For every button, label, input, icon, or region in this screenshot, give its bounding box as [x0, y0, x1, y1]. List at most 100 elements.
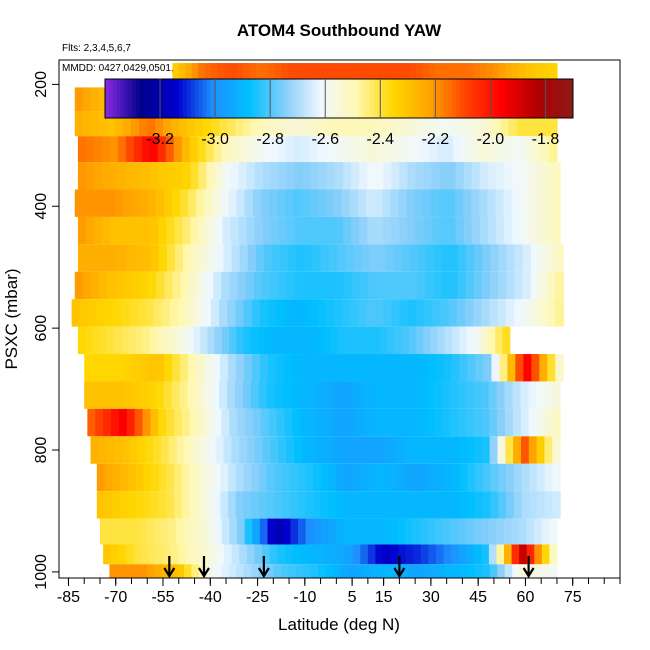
heatmap-cell: [142, 162, 151, 190]
heatmap-cell: [513, 436, 522, 464]
heatmap-cell: [244, 408, 254, 437]
heatmap-cell: [506, 491, 515, 519]
heatmap-cell: [104, 491, 113, 519]
heatmap-cell: [505, 436, 514, 464]
heatmap-cell: [440, 299, 450, 327]
heatmap-cell: [407, 299, 417, 327]
heatmap-cell: [143, 463, 152, 492]
heatmap-cell: [181, 136, 191, 163]
heatmap-cell: [108, 381, 117, 409]
colorbar-swatch: [405, 79, 410, 118]
heatmap-cell: [371, 408, 380, 437]
heatmap-cell: [219, 381, 228, 409]
colorbar-swatch: [362, 79, 367, 118]
heatmap-cell: [118, 216, 127, 245]
heatmap-cell: [270, 216, 280, 245]
heatmap-cell: [325, 189, 335, 217]
heatmap-cell: [158, 408, 167, 437]
heatmap-cell: [260, 299, 269, 327]
heatmap-cell: [282, 463, 291, 492]
heatmap-cell: [390, 544, 399, 565]
heatmap-cell: [142, 326, 151, 355]
colorbar-swatch: [280, 79, 285, 118]
heatmap-cell: [286, 326, 295, 355]
heatmap-cell: [439, 216, 449, 245]
heatmap-cell: [537, 63, 545, 88]
colorbar-tick-label: -2.4: [367, 131, 395, 148]
heatmap-cell: [112, 299, 122, 327]
heatmap-cell: [356, 436, 366, 464]
heatmap-cell: [150, 408, 159, 437]
heatmap-cell: [315, 354, 325, 382]
heatmap-cell: [122, 111, 132, 137]
heatmap-cell: [236, 63, 244, 88]
heatmap-cell: [539, 354, 548, 382]
heatmap-cell: [390, 63, 398, 88]
heatmap-cell: [301, 299, 310, 327]
heatmap-cell: [441, 63, 449, 88]
colorbar-swatch: [557, 79, 562, 118]
heatmap-cell: [344, 326, 352, 355]
heatmap-cell: [536, 491, 546, 519]
heatmap-layer-17: [99, 518, 558, 545]
heatmap-cell: [350, 299, 360, 327]
heatmap-cell: [250, 326, 259, 355]
heatmap-cell: [529, 491, 538, 519]
heatmap-cell: [546, 299, 556, 327]
heatmap-cell: [322, 381, 331, 409]
colorbar-swatch: [514, 79, 519, 118]
heatmap-cell: [247, 436, 256, 464]
heatmap-cell: [365, 136, 374, 163]
heatmap-cell: [258, 564, 267, 578]
heatmap-cell: [268, 63, 276, 88]
heatmap-cell: [158, 216, 167, 245]
heatmap-layer-14: [90, 436, 561, 464]
heatmap-cell: [336, 326, 345, 355]
heatmap-cell: [133, 136, 143, 163]
heatmap-cell: [164, 354, 173, 382]
heatmap-cell: [518, 518, 528, 545]
heatmap-cell: [161, 299, 171, 327]
heatmap-cell: [320, 491, 330, 519]
heatmap-cell: [139, 564, 148, 578]
heatmap-cell: [244, 189, 254, 217]
colorbar-swatch: [463, 79, 469, 118]
heatmap-cell: [198, 216, 208, 245]
heatmap-cell: [477, 136, 486, 163]
heatmap-cell: [506, 244, 516, 272]
heatmap-cell: [219, 354, 229, 382]
heatmap-cell: [114, 111, 124, 137]
heatmap-cell: [137, 299, 146, 327]
heatmap-cell: [450, 436, 459, 464]
heatmap-cell: [307, 408, 317, 437]
heatmap-cell: [174, 408, 183, 437]
heatmap-cell: [433, 271, 442, 300]
heatmap-cell: [433, 244, 443, 272]
heatmap-cell: [388, 111, 397, 137]
heatmap-cell: [98, 111, 108, 137]
heatmap-cell: [178, 299, 187, 327]
heatmap-cell: [482, 463, 492, 492]
heatmap-cell: [200, 436, 209, 464]
colorbar-swatch: [245, 79, 250, 118]
heatmap-cell: [418, 408, 427, 437]
heatmap-cell: [390, 491, 399, 519]
heatmap-cell: [465, 518, 474, 545]
heatmap-cell: [343, 518, 352, 545]
heatmap-cell: [479, 162, 489, 190]
heatmap-cell: [145, 518, 154, 545]
heatmap-cell: [426, 408, 435, 437]
heatmap-cell: [223, 244, 233, 272]
heatmap-cell: [466, 244, 475, 272]
heatmap-cell: [397, 491, 407, 519]
heatmap-cell: [523, 354, 532, 382]
heatmap-cell: [99, 326, 108, 355]
heatmap-cell: [307, 354, 317, 382]
heatmap-cell: [534, 518, 543, 545]
heatmap-cell: [518, 63, 526, 88]
heatmap-cell: [150, 244, 160, 272]
heatmap-cell: [155, 381, 165, 409]
heatmap-cell: [77, 216, 87, 245]
heatmap-cell: [310, 216, 320, 245]
colorbar-swatch: [374, 79, 379, 118]
